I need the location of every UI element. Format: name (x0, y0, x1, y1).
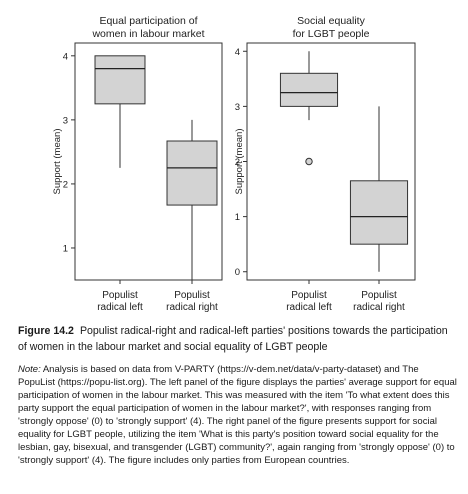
note-label: Note: (18, 364, 41, 375)
panel-1-y-tick-label-2: 2 (63, 179, 68, 190)
panel-1-y-tick-label-4: 4 (63, 51, 68, 62)
panel-1-category-label-1: Populist radical left (97, 290, 143, 313)
panel-2-y-tick-label-4: 4 (235, 47, 240, 58)
figure-caption: Figure 14.2 Populist radical-right and ra… (18, 323, 458, 355)
figure-number: Figure 14.2 (18, 325, 74, 337)
panel-2-y-tick-label-1: 1 (235, 212, 240, 223)
panel-1-y-tick-label-1: 1 (63, 243, 68, 254)
panel-2-box-1-iqr-box (280, 73, 337, 106)
figure-note: Note: Analysis is based on data from V-P… (18, 363, 458, 467)
note-text: Analysis is based on data from V-PARTY (… (18, 364, 457, 466)
panel-2-box-1-outlier-1 (306, 158, 312, 164)
panel-2-title: Social equality for LGBT people (293, 15, 370, 40)
panel-2-category-label-2: Populist radical right (353, 290, 405, 313)
figure: Equal participation of women in labour ma… (0, 0, 468, 320)
panel-1-category-label-2: Populist radical right (166, 290, 218, 313)
panel-1-box-1-iqr-box (95, 56, 145, 104)
caption-text: Populist radical-right and radical-left … (18, 325, 448, 353)
panel-2-y-tick-label-0: 0 (235, 267, 240, 278)
panel-2-box-2-iqr-box (350, 181, 407, 244)
panel-1-y-axis-label: Support (mean) (52, 128, 63, 194)
panel-2-category-label-1: Populist radical left (286, 290, 332, 313)
panel-2-y-tick-label-2: 2 (235, 157, 240, 168)
panel-2-y-tick-label-3: 3 (235, 102, 240, 113)
box-plot-figure: Equal participation of women in labour ma… (0, 0, 468, 320)
panel-1-box-2-iqr-box (167, 141, 217, 205)
panel-1-title: Equal participation of women in labour ma… (91, 15, 204, 40)
panel-1-y-tick-label-3: 3 (63, 115, 68, 126)
